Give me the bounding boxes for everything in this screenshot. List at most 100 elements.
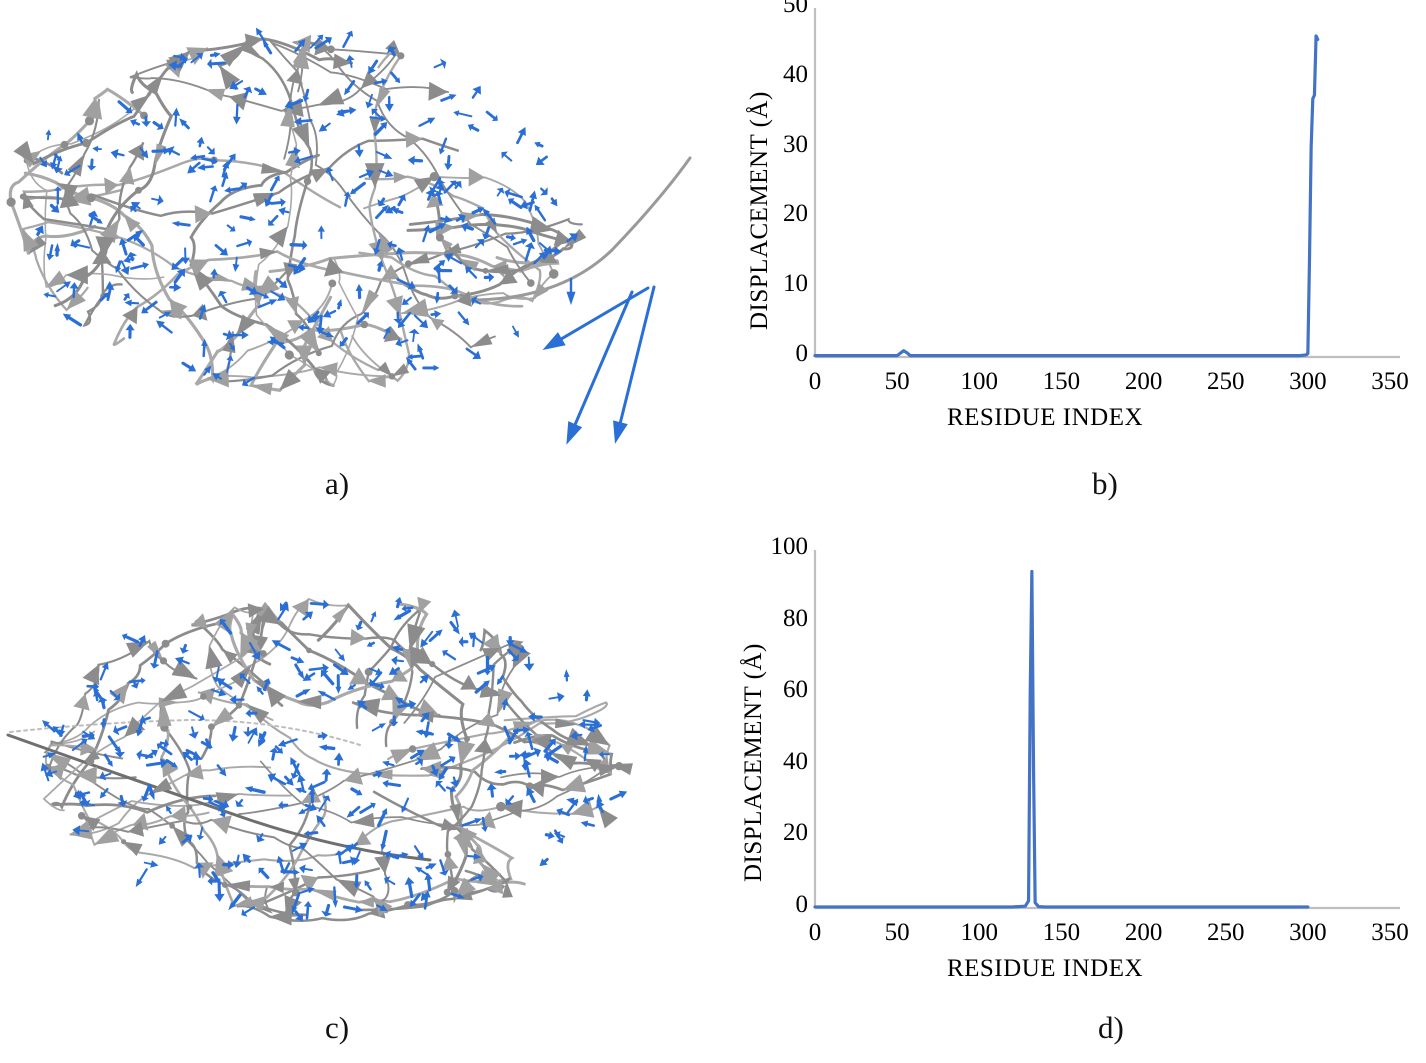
displacement-vector [149,650,160,669]
displacement-vector [382,760,395,767]
displacement-vector [277,738,298,747]
displacement-vector [553,829,564,844]
displacement-vector [315,314,325,335]
residue-node [135,186,142,194]
sheet-arrow [470,333,493,348]
backbone-trace [268,251,560,273]
displacement-vector [397,699,417,710]
sheet-arrow [350,628,367,646]
sheet-arrow [453,827,472,850]
residue-node [397,52,405,60]
displacement-vector [266,339,285,346]
x-tick-250: 250 [1206,919,1245,946]
displacement-vector [508,198,523,209]
sheet-arrow [534,283,549,299]
displacement-vector [528,190,537,212]
sheet-arrow [318,87,345,105]
residue-node [482,267,489,274]
sheet-arrow [541,768,560,786]
displacement-vector [133,234,145,247]
displacement-vector [297,773,306,793]
displacement-vector [247,727,258,744]
displacement-vector [118,238,128,256]
sheet-arrow [454,877,476,900]
displacement-vector [92,686,106,704]
displacement-vector [336,108,353,117]
sheet-arrow [408,252,430,264]
displacement-vector [395,247,406,261]
displacement-vector [290,656,305,664]
sheet-arrow [66,290,86,310]
displacement-vector [420,630,434,648]
displacement-vector [508,751,522,761]
displacement-vector [180,247,190,265]
residue-node [408,745,417,753]
displacement-vector [303,830,319,837]
residue-node [84,116,95,126]
sheet-arrow [428,81,449,101]
sheet-arrow [292,122,310,148]
sheet-arrow [254,275,280,299]
displacement-vector [418,117,436,127]
displacement-vector [221,161,230,177]
sheet-arrow [236,314,255,337]
displacement-vector [99,771,112,781]
displacement-vector [109,689,121,701]
residue-node [315,350,322,357]
sheet-arrow [441,854,459,871]
displacement-vector [496,675,505,686]
displacement-vector [308,663,329,674]
displacement-vector [471,207,485,215]
displacement-vector [453,181,462,189]
displacement-vector [358,169,375,179]
displacement-vector [505,233,516,242]
residue-node [443,888,451,896]
displacement-vector [371,723,387,732]
displacement-vector [280,601,289,611]
displacement-vector [201,156,218,166]
chart-b: DISPLACEMENT (Å) RESIDUE INDEX 0 50 100 150… [700,0,1426,460]
displacement-vector [287,262,306,273]
displacement-vector [376,808,388,828]
displacement-vector [165,805,172,815]
displacement-vector [214,243,228,256]
displacement-vector [181,361,197,372]
sheet-arrow [314,37,331,56]
displacement-vector [244,786,266,794]
sheet-arrow [109,683,129,705]
displacement-vector [52,160,64,174]
displacement-vector [375,151,393,159]
sheet-arrow [86,99,103,120]
displacement-vector [188,710,205,722]
displacement-vector [229,80,244,90]
sheet-arrow [499,268,518,285]
displacement-vector [444,736,454,750]
residue-node [159,657,168,665]
displacement-vector [465,347,481,360]
displacement-vector [120,260,130,276]
sheet-arrow [368,374,386,388]
displacement-vector [298,804,315,815]
displacement-vector [504,188,523,199]
displacement-vector [190,53,204,64]
residue-node [77,812,86,820]
y-tick-50: 50 [783,0,808,18]
sheet-arrow [265,684,287,708]
residue-node [86,193,96,203]
sheet-arrow [381,264,400,280]
mode-vector-arrow [556,286,650,343]
displacement-vector [219,618,233,635]
sheet-arrow [460,674,477,690]
y-tick-30: 30 [783,130,808,158]
displacement-vector [147,783,155,801]
sheet-arrow [426,193,444,209]
displacement-vector [493,768,507,775]
displacement-vector [401,605,414,612]
displacement-vector [422,364,440,371]
displacement-vector [434,291,441,304]
y-tick-80: 80 [783,604,808,632]
displacement-vector [270,290,286,301]
sheet-arrow [459,258,479,272]
displacement-vector [54,242,60,257]
displacement-vector [433,58,447,70]
